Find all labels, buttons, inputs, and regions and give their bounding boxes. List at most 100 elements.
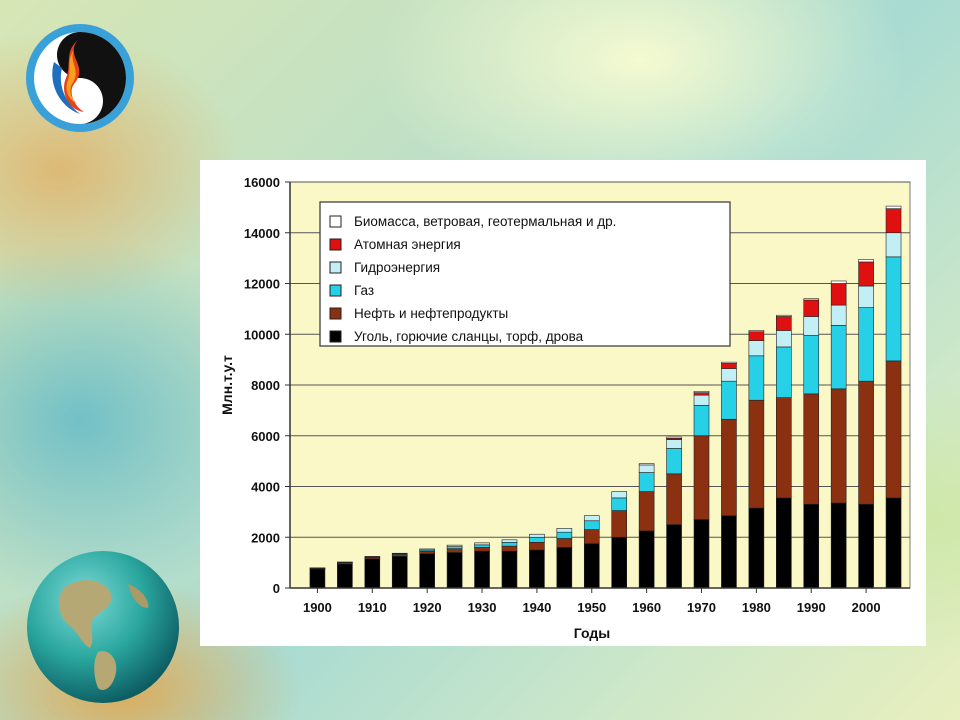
bar-segment (337, 561, 353, 563)
bar-segment (638, 491, 655, 532)
bar-stack (529, 533, 545, 589)
legend-label: Биомасса, ветровая, геотермальная и др. (354, 214, 616, 229)
bar-segment (748, 399, 765, 509)
bar-stack (364, 556, 381, 589)
bar-segment (583, 515, 600, 522)
bar-stack (611, 491, 628, 589)
bar-stack (666, 436, 682, 589)
bar-segment (446, 548, 463, 553)
bar-segment (419, 550, 435, 555)
bar-segment (638, 464, 655, 473)
bar-segment (529, 542, 545, 551)
bar-segment (419, 548, 435, 551)
x-tick-label: 1960 (632, 600, 661, 615)
bar-segment (748, 330, 765, 333)
bar-segment (693, 391, 710, 393)
bar-segment (419, 553, 435, 589)
bar-segment (776, 346, 792, 398)
y-tick-label: 16000 (244, 175, 280, 190)
bar-segment (748, 331, 765, 341)
y-tick-label: 10000 (244, 327, 280, 342)
bar-segment (803, 335, 820, 395)
x-tick-labels: 1900 1910 1920 1930 1940 1950 1960 1970 1980 1990… (303, 588, 881, 615)
bar-segment (666, 436, 682, 439)
stacked-bar-chart: 0 2000 4000 6000 8000 10000 12000 14000 16000 19… (219, 175, 911, 641)
bar-segment (803, 503, 820, 589)
y-axis-title: Млн.т.у.т (219, 355, 235, 415)
legend-swatch (329, 215, 342, 228)
bar-segment (693, 519, 710, 589)
bars (309, 205, 902, 589)
legend: Биомасса, ветровая, геотермальная и др. А… (319, 201, 731, 347)
bar-segment (611, 491, 628, 499)
bar-segment (391, 555, 408, 589)
y-tick-label: 4000 (251, 480, 280, 495)
fire-water-logo-icon (24, 22, 136, 134)
bar-segment (830, 388, 847, 504)
bar-segment (666, 439, 682, 449)
bar-segment (748, 355, 765, 401)
x-tick-label: 1980 (742, 600, 771, 615)
y-tick-label: 6000 (251, 429, 280, 444)
bar-stack (830, 280, 847, 589)
legend-label: Нефть и нефтепродукты (354, 306, 508, 321)
legend-swatch (329, 284, 342, 297)
bar-segment (721, 380, 737, 420)
bar-segment (309, 567, 326, 569)
bar-segment (721, 363, 737, 369)
bar-segment (748, 340, 765, 357)
bar-segment (556, 528, 573, 533)
bar-segment (583, 543, 600, 589)
x-tick-label: 1910 (358, 600, 387, 615)
bar-segment (501, 545, 518, 552)
bar-stack (474, 542, 490, 589)
bar-segment (638, 463, 655, 466)
bar-stack (638, 463, 655, 589)
bar-stack (556, 528, 573, 589)
legend-swatch (329, 307, 342, 320)
bar-stack (748, 330, 765, 589)
bar-segment (830, 280, 847, 284)
x-tick-label: 1970 (687, 600, 716, 615)
x-tick-label: 1940 (522, 600, 551, 615)
bar-segment (830, 304, 847, 326)
bar-stack (501, 539, 518, 589)
bar-stack (309, 567, 326, 589)
bar-segment (583, 520, 600, 530)
bar-segment (611, 510, 628, 538)
bar-segment (830, 283, 847, 306)
bar-segment (501, 550, 518, 589)
legend-label: Газ (354, 283, 374, 298)
bar-segment (803, 299, 820, 317)
bar-segment (885, 205, 902, 209)
bar-segment (556, 547, 573, 589)
bar-segment (776, 397, 792, 499)
bar-segment (611, 497, 628, 511)
bar-segment (446, 546, 463, 549)
bar-segment (776, 497, 792, 589)
bar-segment (666, 524, 682, 589)
bar-segment (391, 552, 408, 555)
bar-segment (803, 316, 820, 336)
bar-segment (501, 542, 518, 547)
bar-segment (556, 538, 573, 548)
bar-segment (474, 550, 490, 589)
bar-segment (529, 549, 545, 589)
earth-globe-icon (24, 548, 182, 706)
bar-segment (666, 473, 682, 525)
bar-segment (638, 530, 655, 589)
y-tick-label: 8000 (251, 378, 280, 393)
bar-segment (885, 208, 902, 234)
bar-segment (830, 325, 847, 390)
bar-segment (337, 563, 353, 589)
legend-label: Уголь, горючие сланцы, торф, дрова (354, 329, 584, 344)
y-tick-label: 2000 (251, 530, 280, 545)
bar-stack (446, 544, 463, 589)
bar-segment (858, 259, 874, 263)
bar-segment (583, 529, 600, 544)
x-axis-title: Годы (574, 625, 610, 641)
bar-stack (337, 561, 353, 589)
x-tick-label: 1900 (303, 600, 332, 615)
bar-stack (693, 391, 710, 589)
bar-stack (419, 548, 435, 589)
